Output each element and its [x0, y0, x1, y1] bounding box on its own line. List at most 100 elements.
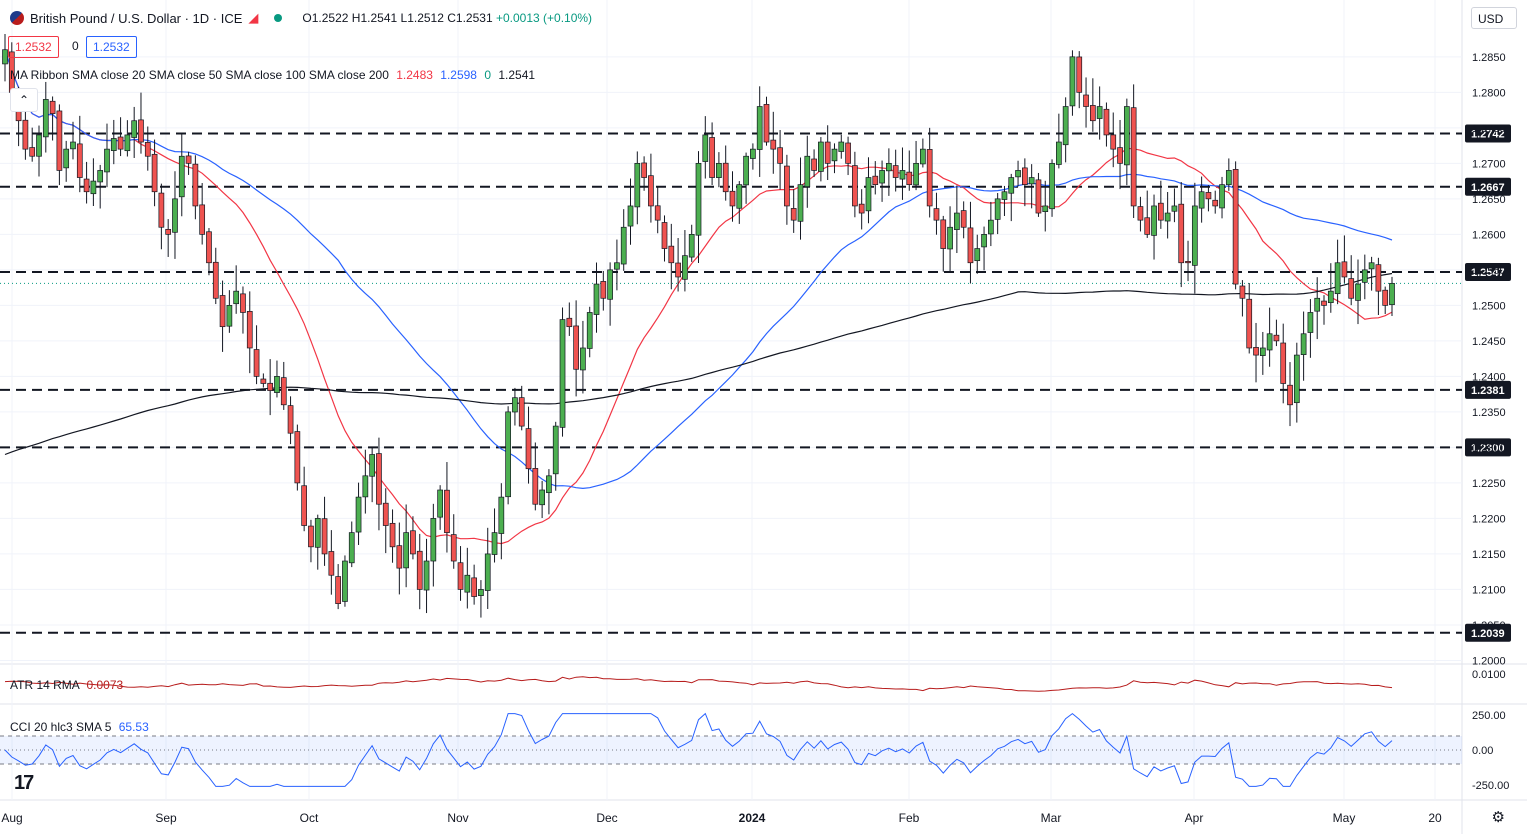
candle-body	[892, 165, 899, 178]
sma50-line	[4, 49, 1393, 490]
candle-body	[593, 283, 600, 315]
candle-body	[648, 175, 654, 207]
candle-body	[858, 203, 865, 214]
candle-body	[63, 148, 70, 169]
candle-body	[1341, 261, 1348, 278]
candle-body	[1382, 289, 1389, 306]
bid-box[interactable]: 1.2532	[8, 36, 59, 58]
cci-tick-label: 0.00	[1472, 745, 1493, 757]
candle-body	[396, 545, 403, 569]
ma-ribbon-legend: MA Ribbon SMA close 20 SMA close 50 SMA …	[10, 68, 535, 82]
y-tick-label: 1.2000	[1472, 655, 1506, 667]
candle-body	[661, 222, 668, 249]
candle-body	[546, 475, 552, 494]
tradingview-logo[interactable]: 17	[14, 772, 34, 794]
x-tick-label: Aug	[1, 811, 22, 825]
candle-body	[981, 234, 987, 248]
ask-box[interactable]: 1.2532	[86, 36, 137, 58]
candle-body	[573, 325, 579, 370]
candle-body	[423, 560, 430, 591]
candle-body	[1117, 147, 1123, 164]
level-label: 1.2039	[1471, 628, 1505, 640]
cci-value: 65.53	[118, 720, 149, 734]
y-tick-label: 1.2700	[1472, 158, 1506, 170]
candle-body	[1157, 202, 1164, 221]
y-tick-label: 1.2300	[1472, 442, 1506, 454]
candle-body	[124, 134, 131, 152]
candle-body	[1144, 217, 1151, 235]
candle-body	[437, 489, 443, 518]
high-value: H1.2541	[351, 11, 398, 25]
sma20-value: 1.2483	[396, 68, 433, 82]
candle-body	[1015, 170, 1021, 178]
cci-pane: 250.00 0.00 -250.00	[0, 710, 1509, 792]
candle-body	[1137, 206, 1144, 221]
collapse-legend-button[interactable]: ⌃	[10, 88, 38, 112]
level-label-bg	[1465, 124, 1511, 143]
candle-body	[491, 532, 498, 555]
candle-body	[1266, 333, 1273, 351]
candle-body	[566, 317, 573, 328]
candle-body	[117, 136, 124, 150]
candle-body	[716, 162, 722, 178]
level-label: 1.2547	[1471, 267, 1505, 279]
candle-body	[1300, 333, 1307, 356]
candle-body	[682, 255, 688, 280]
cci-band	[0, 736, 1462, 764]
candle-body	[104, 148, 110, 173]
candle-body	[777, 147, 783, 164]
candle-body	[1327, 290, 1334, 304]
candle-body	[974, 248, 981, 262]
candle-body	[954, 212, 960, 230]
candle-body	[287, 405, 294, 434]
cci-tick-label: 250.00	[1472, 710, 1506, 722]
x-tick-label: Feb	[899, 811, 920, 825]
alert-icon[interactable]: ◢	[248, 10, 259, 25]
sma200-line	[4, 272, 1393, 456]
candle-body	[301, 485, 308, 526]
candle-body	[967, 227, 974, 264]
candle-body	[457, 562, 464, 590]
candle-body	[580, 347, 586, 371]
y-tick-label: 1.2200	[1472, 513, 1506, 525]
candle-body	[464, 574, 471, 593]
candle-body	[219, 295, 226, 328]
candle-body	[56, 110, 63, 171]
candle-body	[131, 120, 138, 138]
candle-body	[1185, 261, 1191, 264]
candle-body	[1096, 106, 1103, 119]
atr-pane: 0.0100	[4, 669, 1506, 692]
candle-body	[784, 165, 790, 207]
open-value: O1.2522	[302, 11, 349, 25]
candle-body	[1062, 106, 1069, 146]
candle-body	[1225, 170, 1232, 186]
candle-body	[763, 104, 770, 143]
candle-body	[165, 228, 172, 235]
candle-body	[838, 141, 845, 152]
y-tick-label: 1.2550	[1472, 265, 1506, 277]
candle-body	[1361, 269, 1368, 283]
candle-body	[1083, 94, 1089, 107]
candle-body	[994, 198, 1001, 220]
candle-body	[1368, 262, 1375, 270]
candle-body	[1103, 108, 1110, 136]
x-tick-label: Nov	[447, 811, 468, 825]
candle-body	[1035, 179, 1042, 214]
low-value: L1.2512	[400, 11, 444, 25]
candle-body	[1022, 167, 1028, 185]
candle-body	[1253, 347, 1259, 356]
currency-selector[interactable]: USD	[1471, 7, 1517, 29]
candle-body	[988, 219, 994, 235]
candle-body	[722, 162, 729, 193]
candle-body	[1178, 203, 1185, 264]
candle-body	[410, 530, 416, 555]
candle-body	[1123, 106, 1130, 166]
symbol-title[interactable]: British Pound / U.S. Dollar · 1D · ICE	[30, 10, 243, 26]
candle-body	[559, 319, 566, 428]
candle-body	[688, 234, 695, 258]
chevron-up-icon: ⌃	[18, 93, 30, 107]
candle-body	[274, 376, 280, 393]
candle-body	[1055, 141, 1062, 165]
gear-icon[interactable]: ⚙	[1491, 809, 1505, 826]
